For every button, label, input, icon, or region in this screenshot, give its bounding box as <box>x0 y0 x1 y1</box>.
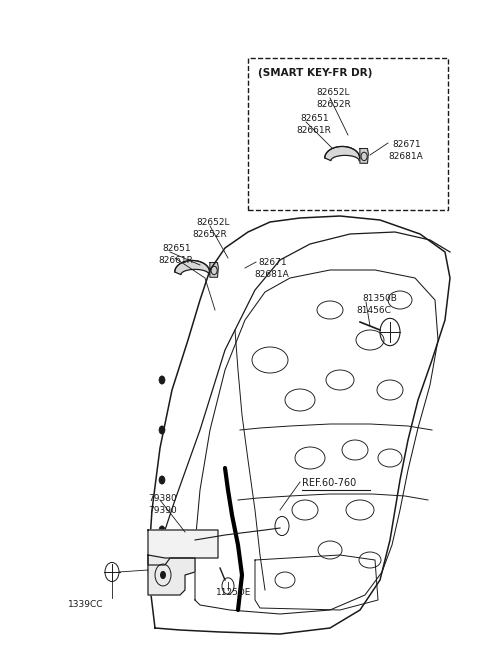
Text: REF.60-760: REF.60-760 <box>302 478 356 488</box>
Text: 82671: 82671 <box>392 140 420 149</box>
Polygon shape <box>210 262 218 277</box>
Text: 82661R: 82661R <box>158 256 193 265</box>
Circle shape <box>159 426 165 434</box>
Text: 79390: 79390 <box>148 506 177 515</box>
Text: 82651: 82651 <box>162 244 191 253</box>
Polygon shape <box>360 148 368 163</box>
Text: 1339CC: 1339CC <box>68 600 104 609</box>
Circle shape <box>160 571 166 579</box>
Polygon shape <box>325 146 360 161</box>
Text: 82652R: 82652R <box>316 100 351 109</box>
Polygon shape <box>148 555 195 595</box>
Text: 82652L: 82652L <box>196 218 229 227</box>
Polygon shape <box>175 260 210 275</box>
Text: (SMART KEY-FR DR): (SMART KEY-FR DR) <box>258 68 372 78</box>
Text: 82671: 82671 <box>258 258 287 267</box>
Polygon shape <box>148 530 218 565</box>
Circle shape <box>159 476 165 484</box>
Text: 82652L: 82652L <box>316 88 349 97</box>
Text: 82652R: 82652R <box>192 230 227 239</box>
Text: 82661R: 82661R <box>296 126 331 135</box>
Bar <box>248 58 448 210</box>
Text: 81350B: 81350B <box>362 294 397 303</box>
Text: 79380: 79380 <box>148 494 177 503</box>
Circle shape <box>159 526 165 534</box>
Text: 81456C: 81456C <box>356 306 391 315</box>
Text: 82681A: 82681A <box>254 270 289 279</box>
Text: 1125DE: 1125DE <box>216 588 252 597</box>
Text: 82651: 82651 <box>300 114 329 123</box>
Circle shape <box>159 376 165 384</box>
Text: 82681A: 82681A <box>388 152 423 161</box>
